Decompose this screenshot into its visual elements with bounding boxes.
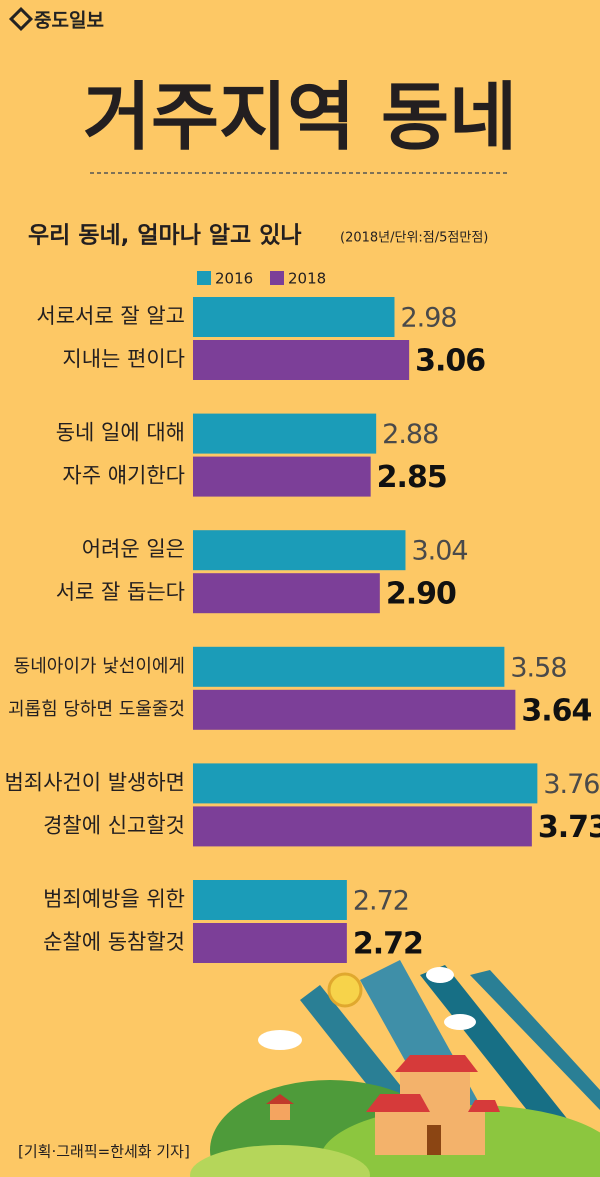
category-label: 범죄사건이 발생하면 [4,770,185,794]
bar [193,413,377,454]
value-label: 2.85 [377,460,447,495]
bar [193,530,406,571]
value-label: 2.90 [386,577,456,612]
bar [193,689,516,730]
category-label: 동네 일에 대해 [56,421,185,445]
category-label: 어려운 일은 [82,537,185,561]
category-label: 서로 잘 돕는다 [56,580,185,604]
cloud [426,967,454,983]
bar [193,573,380,614]
legend-label: 2018 [288,270,326,288]
value-label: 2.88 [382,419,438,450]
bar [193,456,371,497]
legend-swatch [270,271,284,285]
category-label: 서로서로 잘 알고 [36,304,185,328]
chart-subtitle: 우리 동네, 얼마나 알고 있나 [28,223,302,249]
bar [193,297,395,337]
brand-logo [8,6,34,32]
bar [193,646,505,687]
hill [190,1145,370,1177]
cloud [258,1030,302,1050]
category-label: 자주 얘기한다 [62,464,185,488]
house [270,1102,290,1120]
category-label: 동네아이가 낯선이에게 [14,656,185,677]
bar [193,763,538,804]
value-label: 3.58 [510,652,566,683]
value-label: 3.76 [543,769,599,800]
sun [327,972,363,1008]
cloud [444,1014,476,1030]
bar [193,340,410,380]
door [427,1125,441,1155]
bar [193,806,532,847]
bar [193,923,347,963]
chart-title: 거주지역 동네 [83,75,517,161]
roof [366,1094,430,1112]
chart-note: (2018년/단위:점/5점만점) [340,231,488,246]
value-label: 3.64 [521,693,591,728]
legend-swatch [197,271,211,285]
roof [395,1055,478,1072]
category-label: 괴롭힘 당하면 도울줄것 [8,699,185,720]
value-label: 2.72 [353,927,423,962]
value-label: 3.04 [411,536,467,567]
value-label: 2.72 [353,886,409,917]
bar [193,880,347,920]
category-label: 지내는 편이다 [62,347,185,371]
legend-label: 2016 [215,270,253,288]
brand: 중도일보 [34,10,104,32]
category-label: 순찰에 동참할것 [43,930,185,954]
ray [470,970,600,1110]
roof [266,1094,294,1104]
category-label: 범죄예방을 위한 [43,887,185,911]
value-label: 3.73 [538,810,600,845]
ray [300,985,420,1120]
roof [468,1100,500,1112]
category-label: 경찰에 신고할것 [43,813,185,837]
credit: [기획·그래픽=한세화 기자] [18,1143,190,1161]
value-label: 3.06 [415,344,485,379]
illustration [190,960,600,1177]
value-label: 2.98 [400,303,456,334]
